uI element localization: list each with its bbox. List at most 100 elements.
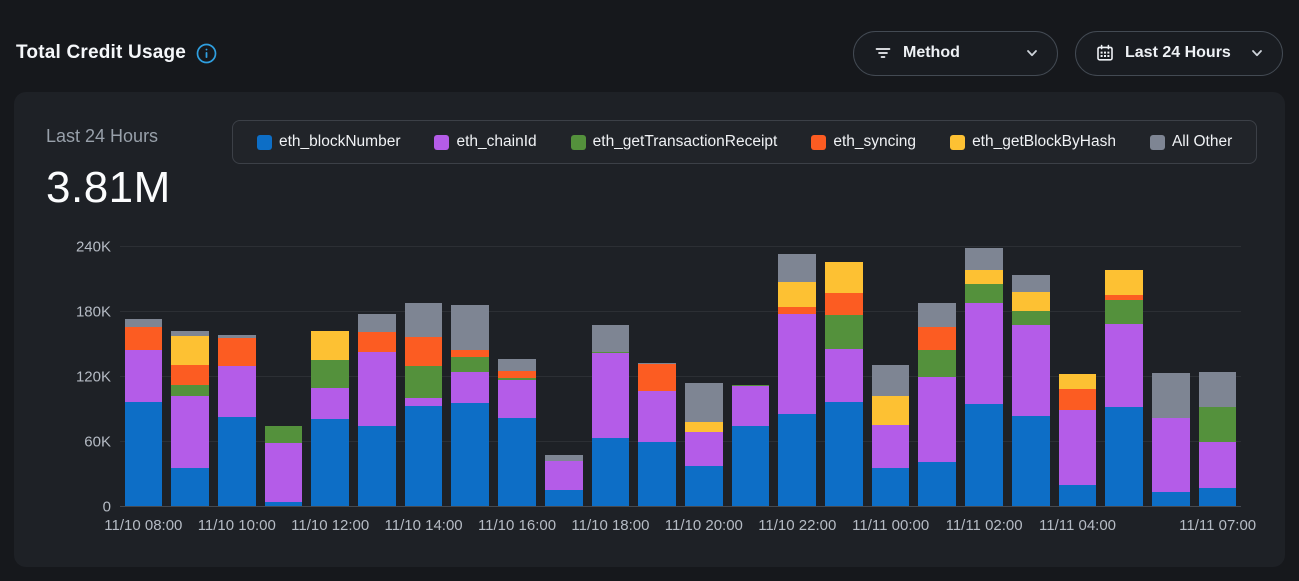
- bar-segment[interactable]: [171, 468, 209, 506]
- bar-segment[interactable]: [638, 363, 676, 365]
- bar-segment[interactable]: [171, 330, 209, 336]
- bar-segment[interactable]: [404, 397, 443, 407]
- stacked-bar[interactable]: [264, 246, 303, 506]
- bar-segment[interactable]: [965, 248, 1003, 270]
- bar-segment[interactable]: [124, 327, 163, 350]
- bar-segment[interactable]: [404, 303, 443, 337]
- bar-segment[interactable]: [591, 353, 630, 438]
- bar-segment[interactable]: [778, 413, 817, 506]
- stacked-bar[interactable]: [217, 246, 256, 506]
- bar-segment[interactable]: [1058, 409, 1097, 486]
- bar-segment[interactable]: [1011, 275, 1050, 292]
- bar-segment[interactable]: [124, 350, 163, 402]
- bar-segment[interactable]: [778, 253, 817, 282]
- bar-segment[interactable]: [965, 283, 1003, 304]
- stacked-bar[interactable]: [544, 246, 583, 506]
- bar-segment[interactable]: [1011, 291, 1050, 311]
- bar-segment[interactable]: [825, 315, 863, 349]
- bar-segment[interactable]: [451, 356, 490, 372]
- bar-segment[interactable]: [918, 350, 957, 378]
- legend-item[interactable]: eth_blockNumber: [257, 133, 400, 151]
- stacked-bar[interactable]: [358, 246, 396, 506]
- stacked-bar[interactable]: [404, 246, 443, 506]
- bar-segment[interactable]: [264, 501, 303, 506]
- bar-segment[interactable]: [1151, 418, 1190, 492]
- bar-segment[interactable]: [778, 281, 817, 307]
- bar-segment[interactable]: [1151, 491, 1190, 506]
- bar-segment[interactable]: [451, 403, 490, 506]
- bar-segment[interactable]: [965, 303, 1003, 405]
- bar-segment[interactable]: [544, 455, 583, 461]
- bar-segment[interactable]: [591, 437, 630, 506]
- stacked-bar[interactable]: [778, 246, 817, 506]
- method-filter-button[interactable]: Method: [853, 30, 1058, 76]
- bar-segment[interactable]: [1198, 371, 1237, 408]
- info-icon[interactable]: [196, 43, 217, 64]
- bar-segment[interactable]: [638, 391, 676, 443]
- bar-segment[interactable]: [404, 366, 443, 398]
- bar-segment[interactable]: [684, 421, 723, 433]
- bar-segment[interactable]: [684, 465, 723, 506]
- bar-segment[interactable]: [311, 359, 350, 388]
- bar-segment[interactable]: [124, 402, 163, 506]
- stacked-bar[interactable]: [1011, 246, 1050, 506]
- bar-segment[interactable]: [217, 338, 256, 367]
- bar-segment[interactable]: [1105, 324, 1143, 408]
- bar-segment[interactable]: [918, 303, 957, 328]
- bar-segment[interactable]: [451, 304, 490, 350]
- bar-segment[interactable]: [217, 334, 256, 339]
- bar-segment[interactable]: [1105, 269, 1143, 295]
- stacked-bar[interactable]: [124, 246, 163, 506]
- bar-segment[interactable]: [264, 443, 303, 502]
- bar-segment[interactable]: [311, 387, 350, 420]
- legend-item[interactable]: All Other: [1149, 133, 1232, 151]
- bar-segment[interactable]: [544, 489, 583, 506]
- bar-segment[interactable]: [1198, 407, 1237, 443]
- bar-segment[interactable]: [1011, 416, 1050, 506]
- stacked-bar[interactable]: [311, 246, 350, 506]
- bar-segment[interactable]: [825, 402, 863, 506]
- bar-segment[interactable]: [1105, 300, 1143, 324]
- bar-segment[interactable]: [498, 380, 536, 419]
- legend-item[interactable]: eth_chainId: [434, 133, 537, 151]
- bar-segment[interactable]: [171, 395, 209, 469]
- bar-segment[interactable]: [778, 306, 817, 315]
- bar-segment[interactable]: [965, 269, 1003, 284]
- bar-segment[interactable]: [1105, 407, 1143, 506]
- stacked-bar[interactable]: [1058, 246, 1097, 506]
- stacked-bar[interactable]: [171, 246, 209, 506]
- bar-segment[interactable]: [684, 382, 723, 422]
- legend-item[interactable]: eth_syncing: [811, 133, 916, 151]
- bar-segment[interactable]: [404, 337, 443, 367]
- bar-segment[interactable]: [124, 318, 163, 328]
- legend-item[interactable]: eth_getTransactionReceipt: [570, 133, 777, 151]
- stacked-bar[interactable]: [1198, 246, 1237, 506]
- bar-segment[interactable]: [1058, 389, 1097, 410]
- bar-segment[interactable]: [171, 365, 209, 385]
- bar-segment[interactable]: [404, 406, 443, 506]
- stacked-bar[interactable]: [684, 246, 723, 506]
- bar-segment[interactable]: [264, 425, 303, 444]
- bar-segment[interactable]: [358, 352, 396, 426]
- bar-segment[interactable]: [358, 331, 396, 353]
- stacked-bar[interactable]: [1105, 246, 1143, 506]
- bar-segment[interactable]: [498, 378, 536, 381]
- bar-segment[interactable]: [638, 364, 676, 392]
- bar-segment[interactable]: [498, 358, 536, 371]
- bar-segment[interactable]: [731, 385, 770, 426]
- bar-segment[interactable]: [1058, 485, 1097, 506]
- bar-segment[interactable]: [358, 425, 396, 506]
- stacked-bar[interactable]: [1151, 246, 1190, 506]
- bar-segment[interactable]: [965, 404, 1003, 506]
- legend-item[interactable]: eth_getBlockByHash: [950, 133, 1116, 151]
- bar-segment[interactable]: [217, 417, 256, 506]
- bar-segment[interactable]: [498, 418, 536, 506]
- bar-segment[interactable]: [544, 460, 583, 490]
- stacked-bar[interactable]: [591, 246, 630, 506]
- bar-segment[interactable]: [451, 371, 490, 404]
- bar-segment[interactable]: [731, 384, 770, 386]
- bar-segment[interactable]: [1105, 294, 1143, 301]
- bar-segment[interactable]: [171, 384, 209, 396]
- bar-segment[interactable]: [871, 424, 910, 469]
- bar-segment[interactable]: [358, 314, 396, 332]
